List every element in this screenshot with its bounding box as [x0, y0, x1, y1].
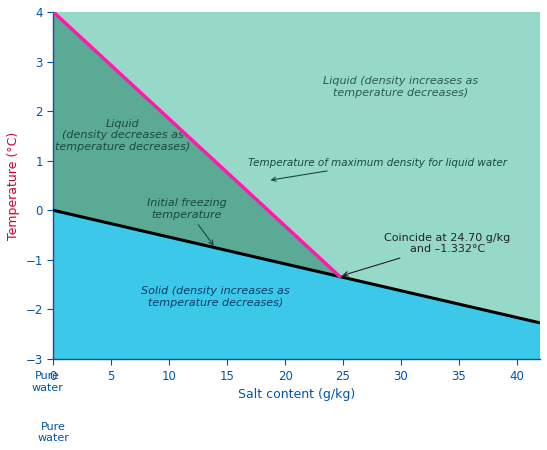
Polygon shape	[53, 210, 540, 359]
Text: Coincide at 24.70 g/kg
and –1.332°C: Coincide at 24.70 g/kg and –1.332°C	[344, 233, 510, 276]
Text: Liquid
(density decreases as
temperature decreases): Liquid (density decreases as temperature…	[55, 118, 190, 152]
Polygon shape	[53, 12, 340, 276]
Y-axis label: Temperature (°C): Temperature (°C)	[7, 131, 20, 240]
Polygon shape	[53, 12, 540, 359]
Text: Liquid (density increases as
temperature decreases): Liquid (density increases as temperature…	[323, 76, 479, 98]
Text: Pure
water: Pure water	[32, 372, 63, 393]
Text: Solid (density increases as
temperature decreases): Solid (density increases as temperature …	[141, 286, 290, 308]
Text: Pure
water: Pure water	[37, 422, 69, 443]
X-axis label: Salt content (g/kg): Salt content (g/kg)	[238, 388, 356, 401]
Text: Temperature of maximum density for liquid water: Temperature of maximum density for liqui…	[248, 158, 507, 181]
Text: Initial freezing
temperature: Initial freezing temperature	[147, 198, 226, 245]
